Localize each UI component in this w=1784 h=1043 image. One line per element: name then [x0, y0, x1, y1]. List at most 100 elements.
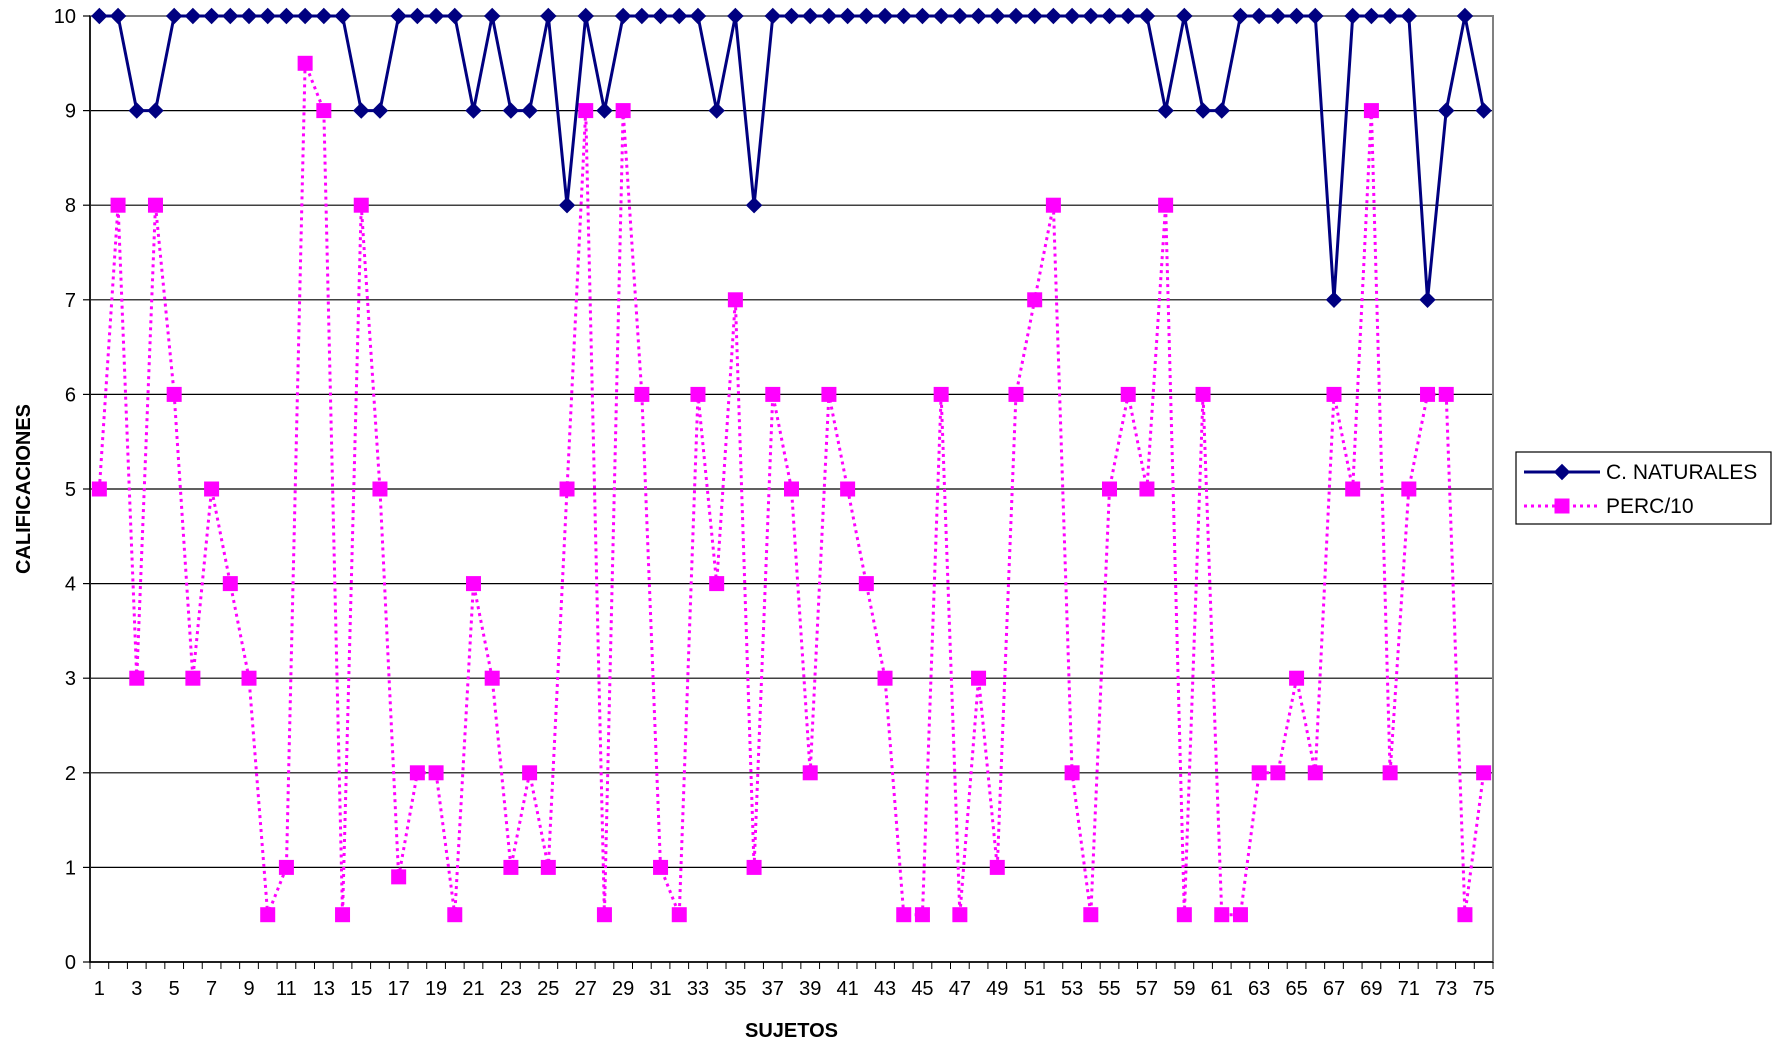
data-point-perc-10: [1326, 386, 1342, 402]
data-point-c-naturales: [1232, 7, 1249, 25]
series-perc-10: [91, 55, 1492, 923]
data-point-perc-10: [1270, 765, 1286, 781]
data-point-perc-10: [952, 907, 968, 923]
data-point-c-naturales: [390, 7, 407, 25]
x-tick-label: 59: [1173, 978, 1195, 1000]
data-point-perc-10: [1064, 765, 1080, 781]
data-point-c-naturales: [1176, 7, 1193, 25]
data-point-c-naturales: [1475, 102, 1492, 119]
y-axis-title: CALIFICACIONES: [13, 404, 35, 574]
data-point-c-naturales: [1363, 7, 1380, 25]
x-tick-label: 13: [313, 978, 335, 1000]
data-point-perc-10: [1251, 765, 1267, 781]
data-point-c-naturales: [783, 7, 800, 25]
data-point-perc-10: [1438, 386, 1454, 402]
data-point-perc-10: [671, 907, 687, 923]
data-point-perc-10: [391, 869, 407, 885]
x-tick-label: 53: [1061, 978, 1083, 1000]
data-point-perc-10: [204, 481, 220, 497]
data-point-perc-10: [91, 481, 107, 497]
data-point-c-naturales: [540, 7, 557, 25]
data-point-perc-10: [1363, 103, 1379, 119]
y-tick-label: 0: [65, 952, 76, 974]
data-point-perc-10: [540, 859, 556, 875]
data-point-perc-10: [578, 103, 594, 119]
x-tick-label: 43: [874, 978, 896, 1000]
data-point-c-naturales: [596, 102, 613, 119]
data-point-perc-10: [746, 859, 762, 875]
data-point-perc-10: [1195, 386, 1211, 402]
series-c-naturales: [91, 7, 1492, 309]
data-point-c-naturales: [296, 7, 314, 25]
x-tick-label: 1: [94, 978, 105, 1000]
data-point-c-naturales: [820, 7, 838, 25]
data-point-c-naturales: [1026, 7, 1043, 25]
data-point-c-naturales: [951, 7, 969, 25]
x-tick-label: 41: [836, 978, 858, 1000]
data-point-perc-10: [1457, 907, 1473, 923]
x-tick-label: 63: [1248, 978, 1270, 1000]
data-point-c-naturales: [371, 102, 389, 119]
data-point-perc-10: [784, 481, 799, 497]
data-point-perc-10: [447, 907, 463, 923]
y-tick-label: 3: [65, 668, 76, 690]
data-point-c-naturales: [259, 7, 276, 25]
data-point-perc-10: [840, 481, 856, 497]
data-point-c-naturales: [558, 196, 576, 214]
data-point-perc-10: [765, 386, 781, 402]
data-point-c-naturales: [502, 102, 520, 119]
data-point-perc-10: [260, 907, 276, 923]
legend-marker-c-naturales: [1553, 463, 1571, 481]
data-point-c-naturales: [895, 7, 912, 25]
x-tick-label: 9: [243, 978, 254, 1000]
legend-marker-perc-10: [1554, 498, 1570, 514]
data-point-c-naturales: [1120, 7, 1137, 25]
data-point-c-naturales: [91, 7, 108, 25]
x-tick-label: 33: [687, 978, 709, 1000]
data-point-perc-10: [596, 907, 612, 923]
y-tick-label: 8: [65, 195, 76, 217]
x-axis-title: SUJETOS: [745, 1020, 838, 1042]
data-point-perc-10: [727, 292, 743, 308]
data-point-perc-10: [1232, 907, 1248, 923]
x-tick-label: 45: [911, 978, 933, 1000]
x-tick-label: 19: [425, 978, 447, 1000]
data-point-perc-10: [1289, 670, 1305, 686]
data-point-c-naturales: [1138, 7, 1156, 25]
data-point-perc-10: [1214, 907, 1230, 923]
data-point-perc-10: [1045, 197, 1061, 213]
data-point-c-naturales: [577, 7, 594, 25]
data-point-c-naturales: [1381, 7, 1399, 25]
data-point-c-naturales: [1213, 102, 1230, 119]
data-point-perc-10: [428, 765, 444, 781]
x-tick-label: 21: [462, 978, 484, 1000]
data-point-c-naturales: [409, 7, 426, 25]
data-point-c-naturales: [876, 7, 894, 25]
data-point-c-naturales: [839, 7, 856, 25]
data-point-c-naturales: [858, 7, 875, 25]
data-point-c-naturales: [109, 7, 127, 25]
data-point-perc-10: [615, 103, 631, 119]
data-point-perc-10: [185, 670, 201, 686]
data-point-c-naturales: [970, 7, 987, 25]
y-tick-label: 7: [65, 290, 76, 312]
data-point-c-naturales: [708, 102, 725, 119]
series-line-perc-10: [97, 61, 1486, 917]
data-point-perc-10: [1120, 386, 1136, 402]
data-point-perc-10: [1420, 386, 1436, 402]
data-point-c-naturales: [989, 7, 1006, 25]
data-point-perc-10: [129, 670, 145, 686]
data-point-c-naturales: [1082, 7, 1100, 25]
data-point-perc-10: [335, 907, 351, 923]
data-point-c-naturales: [1007, 7, 1025, 25]
data-point-perc-10: [1139, 481, 1155, 497]
data-point-perc-10: [802, 765, 818, 781]
data-point-c-naturales: [1325, 291, 1343, 309]
data-point-c-naturales: [1045, 7, 1062, 25]
data-point-perc-10: [166, 386, 182, 402]
data-point-c-naturales: [1063, 7, 1081, 25]
x-tick-label: 55: [1098, 978, 1120, 1000]
data-point-perc-10: [1382, 765, 1398, 781]
data-point-perc-10: [1027, 292, 1043, 308]
x-tick-label: 23: [500, 978, 522, 1000]
